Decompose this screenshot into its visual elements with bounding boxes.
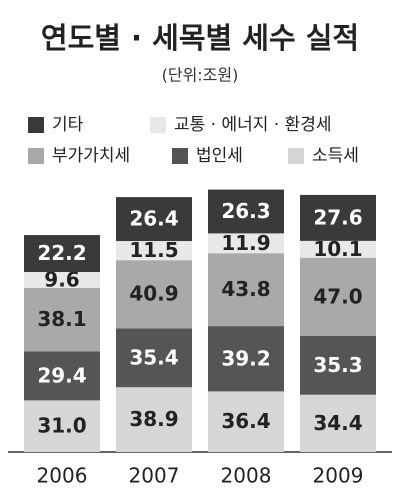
value-label: 35.4	[129, 345, 178, 369]
chart-subtitle: (단위:조원)	[162, 66, 239, 85]
bar-segment	[300, 394, 376, 452]
x-tick-label: 2007	[129, 464, 180, 488]
bar-segment	[300, 335, 376, 395]
bar-segment	[24, 272, 100, 288]
bar-segment	[208, 233, 284, 254]
bar-segment	[116, 260, 192, 329]
legend-swatch	[150, 117, 166, 133]
value-label: 40.9	[129, 282, 178, 306]
value-label: 11.5	[129, 238, 178, 262]
value-label: 29.4	[37, 363, 86, 387]
bar-segment	[24, 351, 100, 401]
value-label: 11.9	[221, 231, 270, 255]
value-label: 22.2	[37, 241, 86, 265]
x-tick-label: 2009	[313, 464, 364, 488]
bar-segment	[24, 400, 100, 452]
bar-segment	[116, 387, 192, 452]
x-tick-label: 2008	[221, 464, 272, 488]
bar-segment	[300, 194, 376, 241]
bar-segment	[24, 287, 100, 352]
value-label: 36.4	[221, 409, 270, 433]
legend-swatch	[288, 148, 304, 164]
value-label: 27.6	[313, 205, 362, 229]
value-label: 39.2	[221, 346, 270, 370]
bar-segment	[208, 326, 284, 392]
legend-swatch	[28, 117, 44, 133]
value-label: 43.8	[221, 277, 270, 301]
bar-segment	[208, 391, 284, 452]
value-label: 26.3	[221, 199, 270, 223]
value-label: 38.9	[129, 407, 178, 431]
legend-label: 부가가치세	[52, 146, 130, 166]
bar-segment	[116, 197, 192, 242]
legend-swatch	[28, 148, 44, 164]
chart-title: 연도별 · 세목별 세수 실적	[41, 21, 359, 55]
legend-label: 교통 · 에너지 · 환경세	[174, 115, 332, 135]
legend-label: 법인세	[196, 146, 243, 166]
bar-segment	[208, 253, 284, 327]
x-tick-label: 2006	[37, 464, 88, 488]
bar-segment	[208, 189, 284, 234]
value-label: 47.0	[313, 284, 362, 308]
value-label: 34.4	[313, 411, 362, 435]
legend-label: 소득세	[312, 146, 359, 166]
legend-swatch	[172, 148, 188, 164]
bar-segment	[116, 328, 192, 388]
legend-label: 기타	[52, 115, 84, 135]
bar-segment	[24, 235, 100, 273]
bar-segment	[300, 257, 376, 336]
value-label: 35.3	[313, 353, 362, 377]
value-label: 26.4	[129, 207, 178, 231]
value-label: 38.1	[37, 307, 86, 331]
value-label: 31.0	[37, 414, 86, 438]
bar-segment	[300, 240, 376, 258]
bar-segment	[116, 241, 192, 261]
